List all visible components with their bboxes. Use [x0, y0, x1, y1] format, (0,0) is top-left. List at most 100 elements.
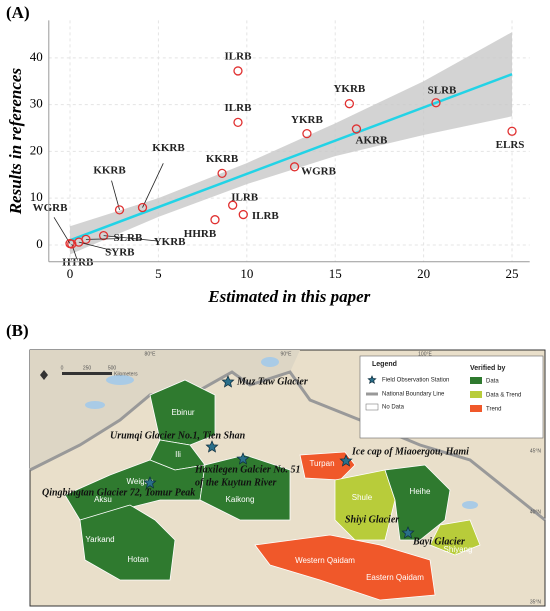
scale-label: Kilometers: [114, 371, 138, 377]
map: (B) Ebinur Ili Weigan Aksu Kaikong Yarkand Hot…: [6, 321, 546, 607]
point: [228, 200, 238, 210]
point-label: ELRS: [496, 139, 525, 151]
graticule-label: 80°E: [145, 351, 157, 357]
point-label: HTRB: [62, 257, 94, 269]
point: [238, 209, 248, 220]
point-label: KKRB: [152, 142, 185, 154]
region: [199, 454, 291, 521]
graticule-label: 100°E: [418, 351, 432, 357]
panel-label: (A): [6, 3, 30, 22]
scale-label: 250: [83, 365, 92, 371]
region-label: Shiyang: [444, 545, 473, 554]
callout: [111, 180, 120, 210]
station-label: Muz Taw Glacier: [236, 376, 308, 387]
callout: [103, 235, 157, 242]
station-label: of the Kuytun River: [195, 477, 277, 488]
callout: [78, 241, 112, 251]
region-label: Kaikong: [226, 495, 255, 504]
y-axis-title: Results in references: [6, 68, 25, 216]
x-tick-label: 20: [417, 266, 430, 281]
y-tick-label: 10: [30, 189, 43, 204]
region-label: Hotan: [127, 555, 148, 564]
point: [233, 117, 243, 128]
region: [334, 469, 396, 541]
point: [344, 99, 355, 109]
point: [114, 205, 125, 215]
panel-label: (B): [6, 321, 29, 340]
region: [79, 504, 176, 581]
north-arrow: [40, 370, 48, 380]
graticule-label: 40°N: [530, 509, 542, 515]
point-label: KKRB: [93, 164, 126, 176]
point-label: ILRB: [231, 192, 259, 204]
legend-symbol: [470, 377, 482, 384]
y-tick-label: 40: [30, 49, 43, 64]
point-label: KKRB: [206, 153, 239, 165]
lake: [462, 501, 478, 509]
station: [205, 440, 219, 453]
legend-label: Trend: [486, 407, 501, 413]
legend-label: Data: [486, 379, 499, 385]
point: [65, 238, 75, 249]
region-label: Heihe: [410, 487, 431, 496]
x-tick-label: 25: [506, 266, 519, 281]
region-label: Yarkand: [85, 535, 114, 544]
point: [233, 66, 243, 76]
x-tick-label: 10: [240, 266, 253, 281]
region-label: Aksu: [94, 495, 112, 504]
legend-title: Legend: [372, 361, 397, 368]
point: [431, 98, 441, 108]
legend-box: [359, 355, 544, 439]
lake: [85, 401, 105, 409]
region-label: Ebinur: [171, 408, 194, 417]
station: [221, 375, 235, 388]
y-tick-label: 20: [30, 142, 43, 157]
point: [351, 124, 362, 134]
point-label: SYRB: [105, 247, 135, 259]
point-label: ILRB: [252, 210, 280, 222]
legend-label: Data & Trend: [486, 393, 521, 399]
y-tick-label: 30: [30, 96, 43, 111]
point: [210, 215, 220, 225]
station: [401, 526, 415, 539]
lake: [106, 375, 134, 385]
point-label: SLRB: [428, 84, 457, 96]
y-tick-label: 0: [36, 236, 43, 251]
point: [302, 128, 312, 139]
station-label: Ice cap of Miaoergou, Hami: [351, 446, 469, 457]
station-label: Shiyi Glacier: [345, 514, 399, 525]
point-label: ILRB: [225, 50, 253, 62]
legend-symbol: [470, 391, 482, 398]
region: [384, 464, 451, 541]
callout: [53, 217, 71, 244]
legend-label: Field Observation Station: [382, 378, 449, 384]
callout: [142, 163, 164, 208]
point-label: YKRB: [154, 236, 186, 248]
legend-label: National Boundary Line: [382, 392, 445, 398]
point: [137, 202, 148, 213]
fit-line: [69, 73, 513, 242]
graticule-label: 45°N: [530, 448, 542, 454]
region: [429, 519, 481, 556]
x-tick-label: 0: [67, 266, 74, 281]
graticule-label: 35°N: [530, 599, 542, 605]
legend-symbol: [367, 375, 377, 384]
point-label: AKRB: [356, 134, 388, 146]
region-label: Western Qaidam: [295, 556, 355, 565]
point: [507, 126, 517, 136]
point-label: WGRB: [301, 165, 337, 177]
point: [98, 230, 109, 241]
legend-symbol: [470, 405, 482, 412]
scale-label: 500: [108, 365, 117, 371]
point-label: YKRB: [333, 83, 365, 95]
neighbor: [30, 350, 300, 470]
station-label: Qingbingtan Glacier 72, Tomur Peak: [42, 487, 195, 498]
legend-title: Verified by: [470, 365, 506, 372]
x-tick-label: 15: [329, 266, 342, 281]
point-label: HHRB: [184, 228, 217, 240]
callout: [85, 238, 120, 240]
region: [254, 534, 436, 601]
station-label: Haxilegen Galcier No. 51: [194, 464, 301, 475]
x-axis-title: Estimated in this paper: [207, 287, 370, 306]
